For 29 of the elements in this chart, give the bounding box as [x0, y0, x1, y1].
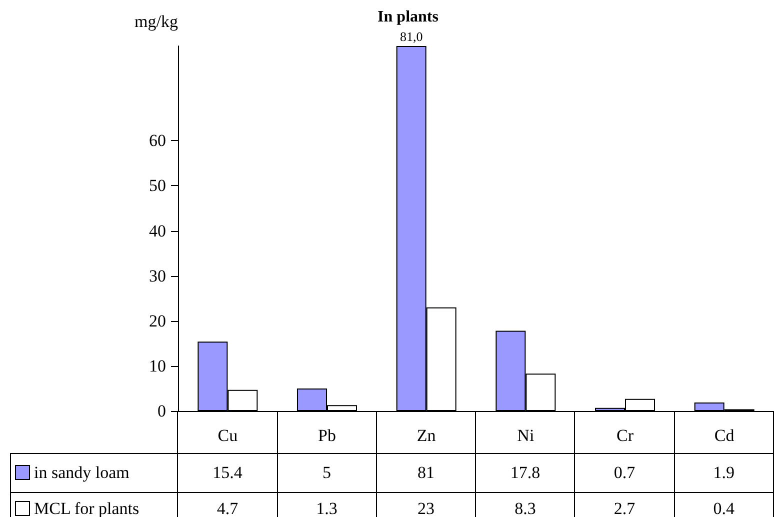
y-tick-label: 10	[149, 356, 166, 376]
x-tick-label: Cu	[218, 426, 238, 445]
y-tick-label: 30	[149, 266, 166, 286]
data-label: 5	[277, 453, 376, 492]
data-label: 81	[376, 453, 476, 492]
x-tick-label: Cr	[616, 426, 634, 445]
data-label: 1.9	[674, 453, 774, 492]
x-tick-label: Zn	[416, 426, 436, 445]
data-label: 17.8	[476, 453, 575, 492]
annotation: 81,0	[400, 29, 423, 44]
data-label: 2.7	[574, 492, 674, 517]
y-tick-label: 60	[149, 131, 166, 150]
x-tick-label: Pb	[318, 426, 336, 445]
chart-title: In plants	[378, 8, 438, 26]
y-tick-label: 0	[158, 402, 166, 420]
y-tick-label: 50	[149, 176, 166, 196]
x-tick-label: Ni	[517, 426, 534, 445]
data-label: 0.7	[574, 453, 674, 492]
data-label: 4.7	[178, 492, 278, 517]
data-label: 1.3	[277, 492, 376, 517]
y-axis-title: mg/kg	[134, 12, 178, 31]
data-label: 8.3	[476, 492, 575, 517]
legend-label: in sandy loam	[10, 453, 178, 492]
data-label: 15.4	[178, 453, 278, 492]
data-label: 0.4	[674, 492, 774, 517]
x-tick-label: Cd	[714, 426, 735, 445]
y-tick-label: 20	[149, 311, 166, 330]
data-label: 23	[376, 492, 476, 517]
y-tick-label: 40	[149, 221, 166, 240]
